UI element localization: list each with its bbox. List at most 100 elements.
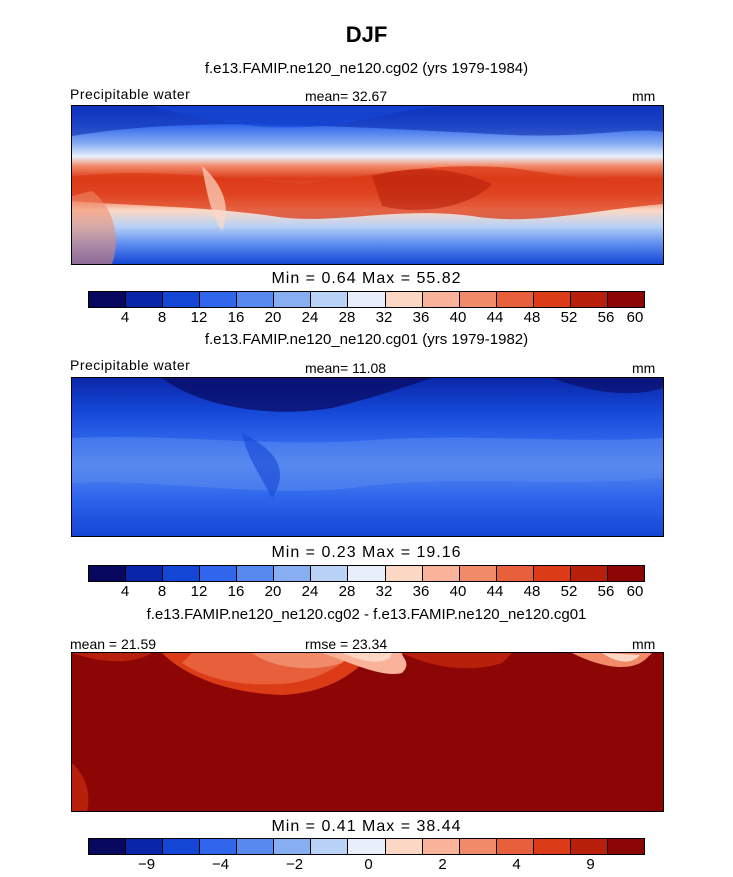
colorbar-tick-label: 40: [449, 583, 467, 600]
colorbar-tick-label: 28: [338, 309, 356, 326]
colorbar-tick-label: 20: [264, 583, 282, 600]
panel2-variable-label: Precipitable water: [70, 357, 191, 373]
colorbar-swatch: [163, 839, 201, 854]
colorbar-swatch: [496, 292, 534, 307]
colorbar-tick-label: 12: [190, 309, 208, 326]
panel1-units-label: mm: [632, 88, 656, 104]
colorbar-swatch: [533, 292, 571, 307]
panel2-map-field: [72, 378, 663, 536]
colorbar-tick-label: 8: [157, 309, 167, 326]
colorbar-swatch: [348, 292, 386, 307]
panel3-map: [71, 652, 664, 812]
colorbar-swatch: [607, 566, 644, 581]
colorbar-swatch: [459, 292, 497, 307]
colorbar-swatch: [422, 292, 460, 307]
colorbar-tick-label: 56: [597, 583, 615, 600]
colorbar-swatch: [163, 566, 201, 581]
colorbar-tick-label: 48: [523, 309, 541, 326]
colorbar-swatch: [459, 839, 497, 854]
colorbar-tick-label: 9: [586, 856, 595, 873]
colorbar-swatch: [200, 566, 238, 581]
colorbar-swatch: [385, 566, 423, 581]
colorbar-swatch: [348, 566, 386, 581]
colorbar-swatch: [570, 839, 608, 854]
colorbar-tick-label: 40: [449, 309, 467, 326]
colorbar-swatch: [89, 292, 127, 307]
colorbar-tick-label: 60: [626, 309, 644, 326]
colorbar-tick-label: 28: [338, 583, 356, 600]
colorbar-tick-label: −4: [211, 856, 230, 873]
colorbar-tick-label: 12: [190, 583, 208, 600]
colorbar-swatch: [422, 839, 460, 854]
colorbar-tick-label: −2: [285, 856, 304, 873]
panel1-map-field: [72, 106, 663, 264]
colorbar-swatch: [533, 839, 571, 854]
colorbar-tick-label: 36: [412, 309, 430, 326]
colorbar-swatch: [496, 839, 534, 854]
colorbar-tick-label: 16: [227, 583, 245, 600]
colorbar-tick-label: 4: [120, 583, 130, 600]
panel2-subtitle: f.e13.FAMIP.ne120_ne120.cg01 (yrs 1979-1…: [204, 331, 529, 348]
colorbar-tick-label: 8: [157, 583, 167, 600]
colorbar-tick-label: 24: [301, 583, 319, 600]
panel3-mean-label: mean = 21.59: [70, 636, 157, 652]
colorbar-swatch: [126, 292, 164, 307]
colorbar-tick-label: 44: [486, 583, 504, 600]
colorbar-swatch: [311, 839, 349, 854]
colorbar-swatch: [89, 566, 127, 581]
colorbar-tick-label: 32: [375, 309, 393, 326]
colorbar-swatch: [200, 292, 238, 307]
colorbar-swatch: [274, 292, 312, 307]
colorbar-swatch: [237, 839, 275, 854]
colorbar-tick-label: 0: [364, 856, 373, 873]
colorbar-tick-label: −9: [137, 856, 156, 873]
colorbar-swatch: [348, 839, 386, 854]
panel1-subtitle: f.e13.FAMIP.ne120_ne120.cg02 (yrs 1979-1…: [204, 60, 529, 77]
panel1-map: [71, 105, 664, 265]
panel1-variable-label: Precipitable water: [70, 86, 191, 102]
colorbar-tick-label: 36: [412, 583, 430, 600]
colorbar-tick-label: 4: [512, 856, 521, 873]
colorbar-swatch: [570, 292, 608, 307]
colorbar-swatch: [385, 292, 423, 307]
panel2-colorbar: [88, 565, 645, 582]
colorbar-swatch: [163, 292, 201, 307]
colorbar-swatch: [607, 292, 644, 307]
colorbar-tick-label: 52: [560, 309, 578, 326]
colorbar-tick-label: 52: [560, 583, 578, 600]
colorbar-tick-label: 20: [264, 309, 282, 326]
colorbar-swatch: [89, 839, 127, 854]
colorbar-tick-label: 44: [486, 309, 504, 326]
colorbar-swatch: [496, 566, 534, 581]
panel3-units-label: mm: [632, 636, 656, 652]
colorbar-swatch: [422, 566, 460, 581]
panel3-colorbar: [88, 838, 645, 855]
panel1-colorbar-ticks: 4 8 12 16 20 24 28 32 36 40 44 48 52 56 60: [88, 309, 644, 327]
panel1-min-max: Min = 0.64 Max = 55.82: [271, 270, 462, 287]
panel2-map: [71, 377, 664, 537]
panel3-map-field: [72, 653, 663, 811]
colorbar-swatch: [311, 566, 349, 581]
colorbar-tick-label: 60: [626, 583, 644, 600]
panel3-colorbar-ticks: −9 −4 −2 0 2 4 9: [88, 856, 643, 874]
colorbar-swatch: [126, 566, 164, 581]
colorbar-swatch: [274, 566, 312, 581]
colorbar-swatch: [237, 566, 275, 581]
colorbar-swatch: [533, 566, 571, 581]
colorbar-swatch: [385, 839, 423, 854]
colorbar-swatch: [459, 566, 497, 581]
colorbar-tick-label: 32: [375, 583, 393, 600]
colorbar-swatch: [200, 839, 238, 854]
colorbar-swatch: [126, 839, 164, 854]
colorbar-swatch: [570, 566, 608, 581]
colorbar-swatch: [274, 839, 312, 854]
panel2-min-max: Min = 0.23 Max = 19.16: [271, 544, 462, 561]
panel1-colorbar: [88, 291, 645, 308]
colorbar-swatch: [311, 292, 349, 307]
figure-title: DJF: [345, 22, 388, 47]
panel1-mean-label: mean= 32.67: [305, 88, 388, 104]
colorbar-swatch: [607, 839, 644, 854]
colorbar-tick-label: 16: [227, 309, 245, 326]
colorbar-tick-label: 24: [301, 309, 319, 326]
panel3-rmse-label: rmse = 23.34: [305, 636, 388, 652]
